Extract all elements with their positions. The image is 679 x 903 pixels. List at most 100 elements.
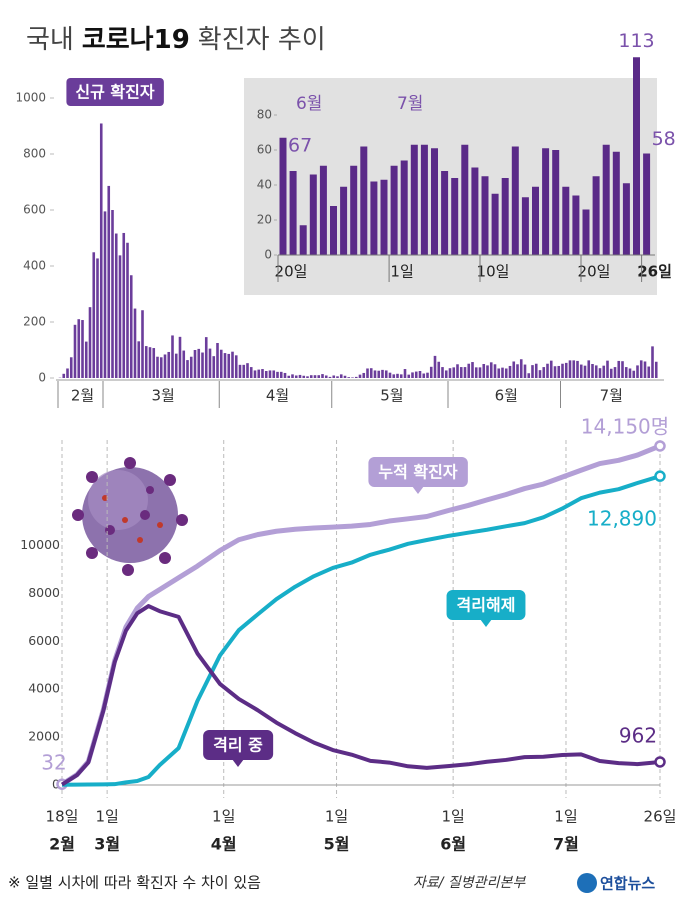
bar (351, 377, 354, 378)
bar (636, 365, 639, 378)
bar (246, 363, 249, 378)
bar (392, 374, 396, 378)
bar (433, 355, 437, 378)
bar (572, 360, 576, 378)
x-tick-label: 26일 (637, 263, 672, 281)
y-tick-label: 60 (257, 143, 272, 157)
bar (289, 171, 297, 255)
bar (410, 144, 418, 255)
bar (448, 368, 452, 378)
y-tick-label: 800 (23, 147, 46, 161)
bar (482, 364, 486, 378)
bar (152, 348, 156, 378)
bar (298, 374, 302, 378)
bar (532, 186, 539, 255)
value-label: 962 (619, 723, 657, 747)
bar (362, 372, 366, 378)
bar (467, 363, 471, 378)
bar (602, 365, 606, 378)
bar (317, 375, 321, 378)
bar (73, 324, 77, 378)
legend-pointer (232, 759, 244, 767)
virus-dots (102, 495, 163, 543)
x-tick-label: 1일 (212, 808, 235, 826)
bar (208, 348, 212, 378)
bar (478, 367, 482, 378)
bar (118, 255, 122, 378)
bar (174, 353, 178, 378)
bar (459, 367, 463, 378)
legend-pointer (412, 486, 424, 494)
bar (167, 351, 171, 378)
bar (407, 374, 411, 378)
bar (463, 367, 467, 378)
bar (238, 364, 242, 378)
bar (381, 369, 384, 378)
x-tick-label: 20일 (578, 263, 611, 281)
bar (549, 360, 553, 378)
footer-logo: 연합뉴스 (600, 875, 655, 893)
bar (396, 373, 399, 378)
y-tick-label: 400 (23, 259, 46, 273)
bar (576, 360, 579, 378)
bar (561, 363, 564, 378)
bar (384, 370, 388, 378)
bar (144, 346, 148, 378)
bar (201, 352, 204, 378)
bar (77, 319, 81, 378)
bar (114, 233, 118, 378)
legend-badge (368, 457, 468, 487)
bar (366, 368, 369, 378)
x-month-label: 5월 (324, 835, 350, 854)
bar (377, 370, 381, 378)
bar (62, 373, 66, 378)
bar (504, 368, 508, 378)
bar (216, 343, 219, 378)
bar (309, 174, 317, 255)
bar (347, 377, 351, 378)
bar (358, 374, 362, 378)
bar (306, 376, 309, 378)
bar (486, 365, 489, 378)
bar (171, 335, 174, 378)
bar (227, 353, 231, 378)
bar (552, 150, 560, 255)
bar (350, 165, 358, 255)
bar (511, 146, 519, 255)
bar (557, 365, 561, 378)
bar (257, 369, 261, 378)
bar (339, 374, 343, 378)
bar (587, 360, 591, 378)
footer-note: ※ 일별 시차에 따라 확진자 수 차이 있음 (8, 874, 261, 892)
bar (426, 372, 429, 378)
bar (88, 307, 92, 378)
bar (527, 373, 531, 378)
value-label: 67 (288, 134, 312, 156)
bar (628, 368, 632, 378)
legend-label: 격리해제 (457, 596, 516, 615)
x-tick-label: 1일 (554, 808, 577, 826)
bar (497, 368, 501, 378)
bar (622, 183, 630, 255)
title-part: 코로나19 (82, 25, 190, 55)
bar (493, 364, 497, 378)
bar (403, 369, 407, 378)
chart-subtitle: 신규 확진자 (75, 83, 154, 102)
y-tick-label: 0 (264, 248, 272, 262)
bar (598, 368, 602, 378)
value-label: 58 (652, 128, 676, 150)
legend-label: 격리 중 (213, 736, 263, 755)
bar (283, 372, 287, 378)
x-tick-label: 20일 (275, 263, 308, 281)
bar (276, 371, 279, 378)
bar (519, 359, 523, 378)
title-part: 국내 (26, 25, 74, 55)
y-tick-label: 4000 (28, 681, 60, 696)
bar (583, 365, 587, 378)
bar (380, 179, 388, 255)
bar (328, 376, 332, 378)
bar (319, 165, 327, 255)
bar (441, 367, 444, 378)
x-tick-label: 1일 (95, 808, 118, 826)
bar (606, 360, 609, 378)
